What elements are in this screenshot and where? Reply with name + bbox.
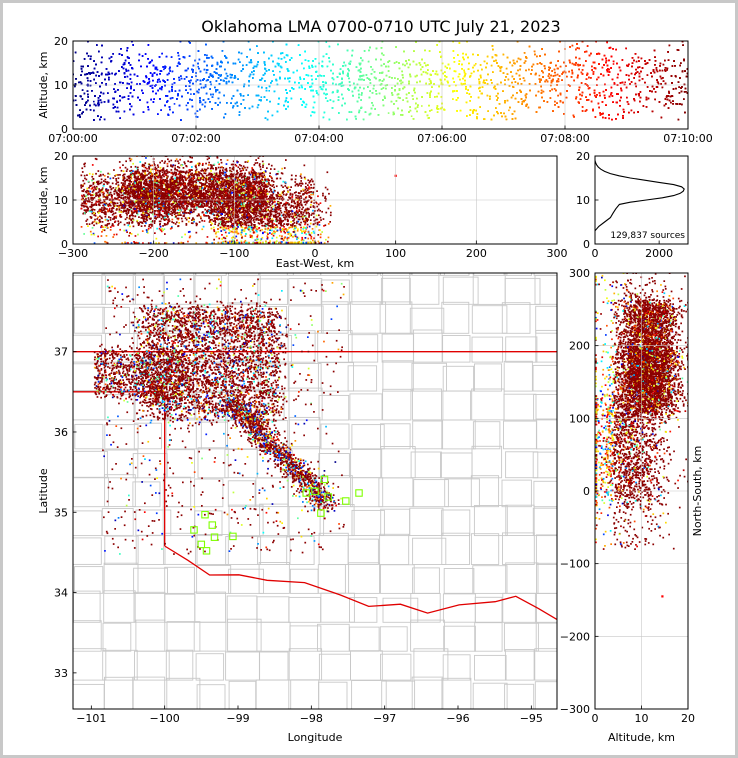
lma-figure: Oklahoma LMA 0700-0710 UTC July 21, 2023… xyxy=(3,3,735,755)
ew-height-ylabel: Altitude, km xyxy=(37,166,50,233)
lma-station-marker xyxy=(202,547,211,555)
ns-height-ytick-label: −100 xyxy=(560,558,590,571)
plan-view-sources xyxy=(93,278,345,555)
altitude-histogram-ytick-label: 20 xyxy=(576,150,590,163)
time-height-xtick-label: 07:04:00 xyxy=(294,132,343,145)
plan-view-ylabel: Latitude xyxy=(37,468,50,514)
plan-view-ytick-label: 36 xyxy=(54,426,68,439)
ns-height-ylabel: North-South, km xyxy=(691,446,704,537)
ns-height-ytick-label: 0 xyxy=(583,485,590,498)
ew-height-ytick-label: 0 xyxy=(61,238,68,251)
lma-station-marker xyxy=(190,526,198,534)
figure-title: Oklahoma LMA 0700-0710 UTC July 21, 2023 xyxy=(201,17,560,36)
lma-station-marker xyxy=(197,540,206,549)
ns-height-ytick-label: 300 xyxy=(569,267,590,280)
lma-station-marker xyxy=(317,509,325,517)
time-height-xtick-label: 07:06:00 xyxy=(417,132,466,145)
plan-view-xtick-label: −98 xyxy=(300,712,323,725)
axes-layer: 07:00:00 07:02:00 07:04:00 07:06:00 07:08:00… xyxy=(37,35,713,744)
time-height-xtick-label: 07:00:00 xyxy=(48,132,97,145)
plan-view-xtick-label: −99 xyxy=(226,712,249,725)
ew-height-xlabel: East-West, km xyxy=(276,257,354,270)
ew-height-ytick-label: 10 xyxy=(54,194,68,207)
ew-height-points xyxy=(80,156,397,244)
lma-station-marker xyxy=(210,533,219,541)
ns-height-ytick-label: −200 xyxy=(560,630,590,643)
ew-height-xtick-label: 200 xyxy=(466,247,487,260)
plan-view-xlabel: Longitude xyxy=(288,731,343,744)
lma-station-marker xyxy=(355,489,363,497)
ew-height-xtick-label: 0 xyxy=(312,247,319,260)
ew-height-xtick-label: 100 xyxy=(385,247,406,260)
time-height-ytick-label: 0 xyxy=(61,123,68,136)
lma-station-marker xyxy=(208,521,217,529)
altitude-histogram-line xyxy=(594,160,685,232)
ew-height-xtick-label: 300 xyxy=(547,247,568,260)
lma-station-marker xyxy=(302,489,310,497)
ns-height-points xyxy=(595,273,688,598)
altitude-histogram-xtick-label: 2000 xyxy=(645,247,673,260)
ew-height-xtick-label: −300 xyxy=(58,247,88,260)
plan-view-ytick-label: 34 xyxy=(54,587,68,600)
time-height-points xyxy=(73,41,688,121)
altitude-histogram-ytick-label: 10 xyxy=(576,194,590,207)
time-height-ytick-label: 20 xyxy=(54,35,68,48)
plan-view-xtick-label: −95 xyxy=(520,712,543,725)
time-height-xtick-label: 07:08:00 xyxy=(540,132,589,145)
ew-height-ytick-label: 20 xyxy=(54,150,68,163)
plan-view-ytick-label: 37 xyxy=(54,346,68,359)
ns-height-xlabel: Altitude, km xyxy=(608,731,675,744)
ns-height-xtick-label: 20 xyxy=(681,712,695,725)
plan-view-points xyxy=(73,273,557,709)
figure-canvas: Oklahoma LMA 0700-0710 UTC July 21, 2023… xyxy=(37,17,713,744)
altitude-histogram-ytick-label: 0 xyxy=(583,238,590,251)
time-height-ytick-label: 10 xyxy=(54,79,68,92)
ns-height-ytick-label: 200 xyxy=(569,340,590,353)
scatter-layer xyxy=(73,41,688,709)
lma-station-marker xyxy=(229,532,237,541)
plan-view-xtick-label: −100 xyxy=(150,712,180,725)
time-height-ylabel: Altitude, km xyxy=(37,51,50,118)
plan-view-xtick-label: −96 xyxy=(446,712,469,725)
time-height-xtick-label: 07:02:00 xyxy=(171,132,220,145)
lma-station-marker xyxy=(311,487,319,496)
lma-station-marker xyxy=(324,493,332,501)
plan-view-xtick-label: −97 xyxy=(373,712,396,725)
plan-view-frame xyxy=(72,272,558,710)
ns-height-ytick-label: 100 xyxy=(569,412,590,425)
ew-height-xtick-label: −100 xyxy=(219,247,249,260)
lma-station-marker xyxy=(320,475,329,484)
ns-height-xtick-label: 10 xyxy=(635,712,649,725)
ns-height-xtick-label: 0 xyxy=(592,712,599,725)
lma-station-marker xyxy=(342,497,350,505)
time-height-xtick-label: 07:10:00 xyxy=(663,132,712,145)
ew-height-xtick-label: −200 xyxy=(139,247,169,260)
lma-station-marker xyxy=(201,510,209,519)
plan-view-xtick-label: −101 xyxy=(76,712,106,725)
source-count-annotation: 129,837 sources xyxy=(610,231,685,241)
plan-view-ytick-label: 33 xyxy=(54,667,68,680)
red-river-border xyxy=(164,545,557,621)
plan-view-ytick-label: 35 xyxy=(54,506,68,519)
altitude-histogram-xtick-label: 0 xyxy=(592,247,599,260)
ns-height-ytick-label: −300 xyxy=(560,703,590,716)
county-boundaries xyxy=(73,273,557,709)
